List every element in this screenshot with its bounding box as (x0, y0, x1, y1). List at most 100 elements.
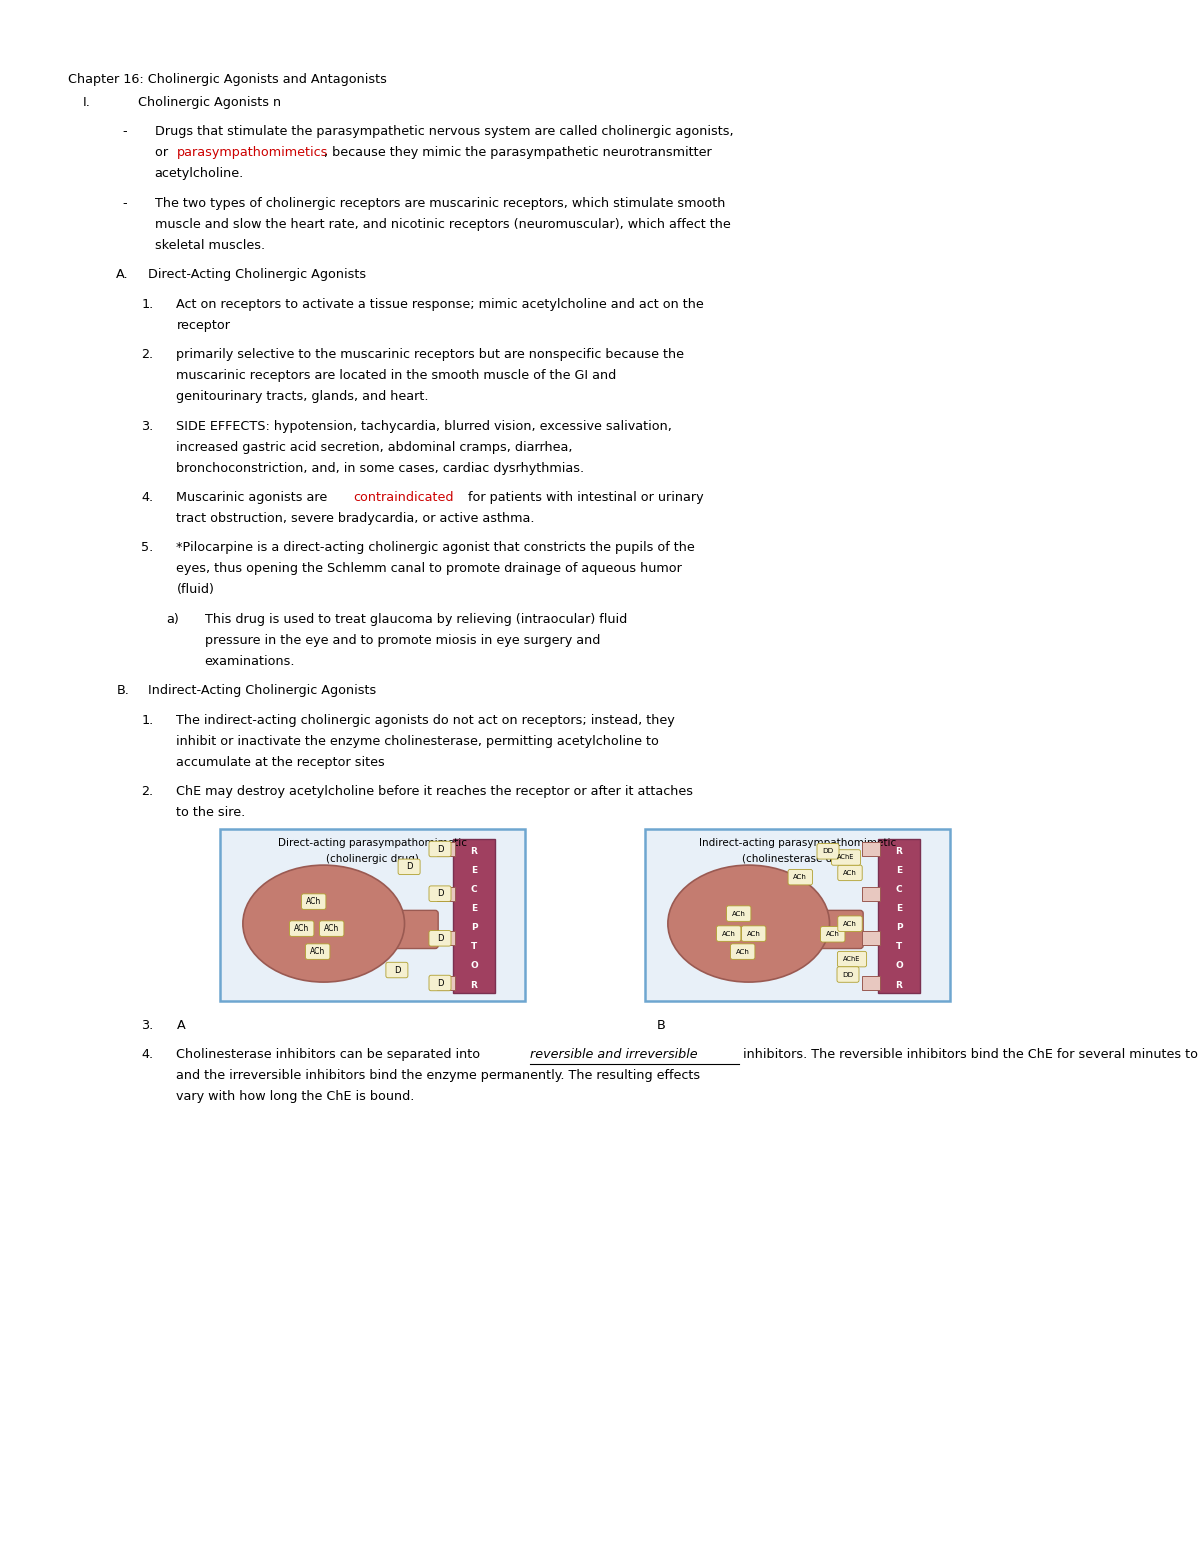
Text: E: E (896, 904, 902, 913)
Text: T: T (896, 943, 902, 952)
Text: eyes, thus opening the Schlemm canal to promote drainage of aqueous humor: eyes, thus opening the Schlemm canal to … (176, 562, 683, 575)
Text: T: T (470, 943, 478, 952)
Text: R: R (470, 980, 478, 989)
Text: parasympathomimetics: parasympathomimetics (176, 146, 328, 160)
Text: 4.: 4. (142, 1048, 154, 1061)
Text: -: - (122, 197, 127, 210)
Text: 2.: 2. (142, 784, 154, 798)
Text: 1.: 1. (142, 298, 154, 311)
FancyBboxPatch shape (437, 842, 455, 856)
Text: and the irreversible inhibitors bind the enzyme permanently. The resulting effec: and the irreversible inhibitors bind the… (176, 1070, 701, 1082)
Text: ACh: ACh (306, 898, 322, 905)
FancyBboxPatch shape (803, 910, 863, 949)
Text: , because they mimic the parasympathetic neurotransmitter: , because they mimic the parasympathetic… (324, 146, 712, 160)
Text: receptor: receptor (176, 318, 230, 332)
FancyBboxPatch shape (430, 885, 451, 901)
Text: ACh: ACh (793, 874, 808, 881)
FancyBboxPatch shape (430, 930, 451, 946)
FancyBboxPatch shape (430, 975, 451, 991)
Text: Direct-Acting Cholinergic Agonists: Direct-Acting Cholinergic Agonists (149, 269, 366, 281)
Text: D: D (406, 862, 413, 871)
Ellipse shape (242, 865, 404, 981)
Text: (fluid): (fluid) (176, 584, 215, 596)
Text: The two types of cholinergic receptors are muscarinic receptors, which stimulate: The two types of cholinergic receptors a… (155, 197, 725, 210)
Text: A: A (176, 1019, 185, 1033)
FancyBboxPatch shape (726, 905, 751, 921)
Text: C: C (470, 885, 478, 895)
FancyBboxPatch shape (716, 926, 740, 941)
FancyBboxPatch shape (454, 839, 496, 992)
Text: ACh: ACh (746, 930, 761, 936)
Text: acetylcholine.: acetylcholine. (155, 168, 244, 180)
Text: R: R (470, 846, 478, 856)
Text: reversible and irreversible: reversible and irreversible (530, 1048, 697, 1061)
Text: SIDE EFFECTS: hypotension, tachycardia, blurred vision, excessive salivation,: SIDE EFFECTS: hypotension, tachycardia, … (176, 419, 672, 432)
Text: DD: DD (822, 848, 834, 854)
Text: 2.: 2. (142, 348, 154, 362)
Text: bronchoconstriction, and, in some cases, cardiac dysrhythmias.: bronchoconstriction, and, in some cases,… (176, 461, 584, 475)
FancyBboxPatch shape (862, 887, 880, 901)
Text: accumulate at the receptor sites: accumulate at the receptor sites (176, 755, 385, 769)
Text: I.: I. (83, 96, 90, 109)
Text: ChE may destroy acetylcholine before it reaches the receptor or after it attache: ChE may destroy acetylcholine before it … (176, 784, 694, 798)
Text: A.: A. (116, 269, 128, 281)
Text: ACh: ACh (844, 870, 857, 876)
Text: O: O (470, 961, 478, 971)
Text: to the sire.: to the sire. (176, 806, 246, 818)
Text: inhibitors. The reversible inhibitors bind the ChE for several minutes to hours,: inhibitors. The reversible inhibitors bi… (738, 1048, 1200, 1061)
Text: E: E (896, 865, 902, 874)
Text: 4.: 4. (142, 491, 154, 503)
Text: ACh: ACh (721, 930, 736, 936)
FancyBboxPatch shape (788, 870, 812, 885)
Text: B: B (658, 1019, 666, 1033)
Text: pressure in the eye and to promote miosis in eye surgery and: pressure in the eye and to promote miosi… (205, 634, 600, 646)
Text: D: D (437, 978, 443, 988)
Text: 1.: 1. (142, 713, 154, 727)
Text: 3.: 3. (142, 1019, 154, 1033)
Text: AChE: AChE (838, 854, 854, 860)
FancyBboxPatch shape (437, 887, 455, 901)
Text: ACh: ACh (732, 910, 745, 916)
Text: Drugs that stimulate the parasympathetic nervous system are called cholinergic a: Drugs that stimulate the parasympathetic… (155, 126, 733, 138)
FancyBboxPatch shape (821, 927, 845, 943)
FancyBboxPatch shape (838, 865, 863, 881)
Text: D: D (437, 933, 443, 943)
Text: R: R (895, 980, 902, 989)
Text: D: D (437, 845, 443, 854)
FancyBboxPatch shape (838, 952, 866, 968)
Text: ACh: ACh (294, 924, 310, 933)
Text: D: D (437, 890, 443, 898)
FancyBboxPatch shape (289, 921, 314, 936)
FancyBboxPatch shape (731, 944, 755, 960)
Text: increased gastric acid secretion, abdominal cramps, diarrhea,: increased gastric acid secretion, abdomi… (176, 441, 574, 453)
FancyBboxPatch shape (838, 916, 863, 932)
Text: B.: B. (116, 685, 130, 697)
Text: AChE: AChE (844, 957, 860, 963)
Text: Cholinesterase inhibitors can be separated into: Cholinesterase inhibitors can be separat… (176, 1048, 485, 1061)
Text: inhibit or inactivate the enzyme cholinesterase, permitting acetylcholine to: inhibit or inactivate the enzyme choline… (176, 735, 659, 747)
FancyBboxPatch shape (386, 963, 408, 978)
Text: 3.: 3. (142, 419, 154, 432)
FancyBboxPatch shape (862, 975, 880, 989)
Text: Cholinergic Agonists n: Cholinergic Agonists n (138, 96, 281, 109)
Text: muscle and slow the heart rate, and nicotinic receptors (neuromuscular), which a: muscle and slow the heart rate, and nico… (155, 217, 731, 231)
Text: examinations.: examinations. (205, 655, 295, 668)
Text: primarily selective to the muscarinic receptors but are nonspecific because the: primarily selective to the muscarinic re… (176, 348, 684, 362)
Text: This drug is used to treat glaucoma by relieving (intraocular) fluid: This drug is used to treat glaucoma by r… (205, 613, 626, 626)
FancyBboxPatch shape (398, 859, 420, 874)
Text: Indirect-acting parasympathomimetic: Indirect-acting parasympathomimetic (698, 839, 896, 848)
Text: DD: DD (842, 972, 853, 977)
Text: muscarinic receptors are located in the smooth muscle of the GI and: muscarinic receptors are located in the … (176, 370, 617, 382)
Text: skeletal muscles.: skeletal muscles. (155, 239, 265, 252)
Text: Act on receptors to activate a tissue response; mimic acetylcholine and act on t: Act on receptors to activate a tissue re… (176, 298, 704, 311)
Text: 5.: 5. (142, 542, 154, 554)
Text: P: P (895, 922, 902, 932)
FancyBboxPatch shape (437, 975, 455, 989)
FancyBboxPatch shape (817, 843, 839, 859)
FancyBboxPatch shape (220, 829, 526, 1002)
FancyBboxPatch shape (832, 849, 860, 865)
Text: C: C (895, 885, 902, 895)
Text: -: - (122, 126, 127, 138)
Text: ACh: ACh (844, 921, 857, 927)
Text: Muscarinic agonists are: Muscarinic agonists are (176, 491, 331, 503)
